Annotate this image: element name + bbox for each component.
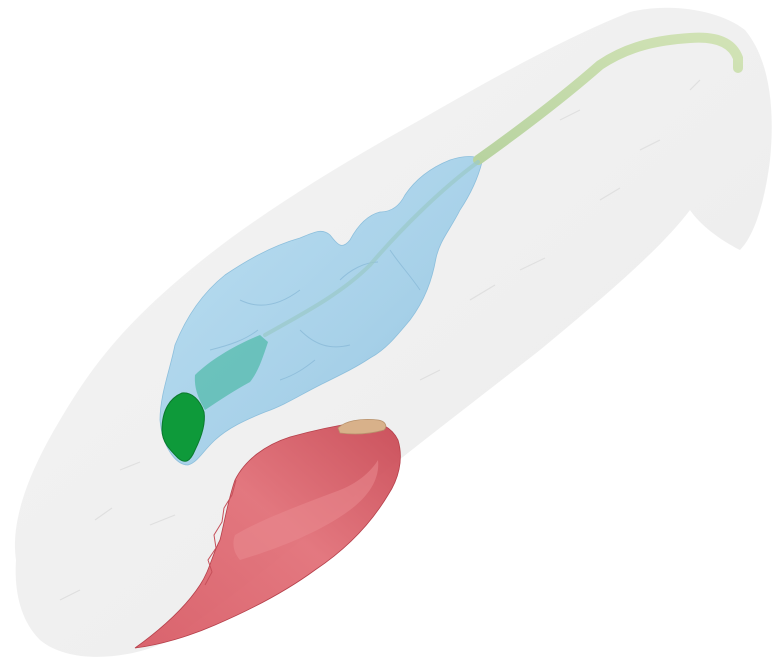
tan-tip — [337, 419, 387, 435]
green-tube — [473, 32, 743, 165]
red-muscle-inner — [233, 460, 379, 560]
teal-segment — [194, 335, 268, 410]
inner-tube — [263, 160, 480, 337]
dark-green-cap — [161, 392, 205, 462]
blue-organ-ridges — [209, 249, 421, 381]
red-muscle-edge — [204, 479, 237, 586]
